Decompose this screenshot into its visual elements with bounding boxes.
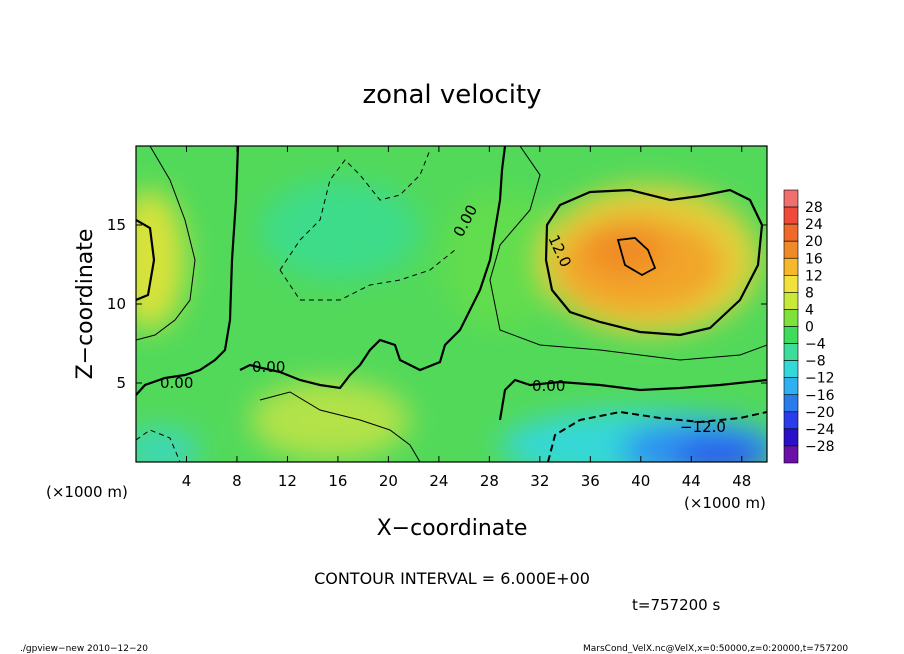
colorbar-swatch [783,343,799,361]
colorbar-swatch [783,257,799,276]
contour-label: 0.00 [532,377,565,395]
x-tick-label: 28 [480,472,499,490]
x-tick-label: 16 [328,472,347,490]
colorbar-label: 0 [805,320,814,336]
colorbar-label: 20 [805,234,823,250]
x-tick-label: 24 [429,472,448,490]
contour-line [616,237,657,277]
x-tick-label: 8 [232,472,242,490]
x-tick-label: 44 [682,472,701,490]
contour-line [544,188,764,337]
x-tick-label: 12 [278,472,297,490]
chart-title: zonal velocity [362,80,541,110]
contour-line [136,146,196,341]
contour-label: 0.00 [252,358,285,376]
x-tick-label: 40 [631,472,650,490]
colorbar-swatch [783,377,799,396]
colorbar-swatch [783,445,799,464]
contour-line [547,410,767,462]
x-axis-label: X−coordinate [377,516,528,541]
x-tick-label: 36 [581,472,600,490]
y-axis-label: Z−coordinate [73,229,98,380]
contour-line [136,429,181,462]
colorbar-swatch [783,394,799,413]
colorbar-label: −16 [805,388,835,404]
contour-line [279,249,456,301]
colorbar-label: −8 [805,354,826,370]
colorbar-label: −4 [805,337,826,353]
field-region [260,180,420,280]
colorbar-label: 4 [805,302,814,318]
x-unit-left: (×1000 m) [46,483,128,501]
x-tick-label: 4 [182,472,192,490]
x-axis: 4 8 12 16 20 24 28 32 36 40 44 48 [182,146,751,490]
colorbar-label: −28 [805,439,835,455]
colorbar-label: 12 [805,268,823,284]
colorbar-swatch [783,360,799,378]
x-tick-label: 20 [379,472,398,490]
y-tick-label: 10 [107,295,126,313]
y-tick-label: 5 [116,374,126,392]
time-text: t=757200 s [632,596,720,614]
field-region [136,428,200,462]
colorbar-swatch [783,411,799,430]
colorbar-swatch [783,189,799,208]
contour-label: 0.00 [160,374,193,392]
colorbar-label: −20 [805,405,835,421]
field-region [675,437,765,462]
plot-area [136,146,767,462]
colorbar-label: −24 [805,422,835,438]
contour-interval-text: CONTOUR INTERVAL = 6.000E+00 [314,569,590,588]
footer-left: ./gpview−new 2010−12−20 [20,644,148,654]
colorbar-swatch [783,309,799,327]
x-tick-label: 32 [530,472,549,490]
contour-line [136,146,240,396]
contour-line [136,219,156,302]
colorbar-swatch [783,223,799,242]
contour-line [259,391,421,462]
colorbar-label: −12 [805,371,835,387]
colorbar-swatch [783,326,799,344]
colorbar-label: 28 [805,200,823,216]
field-region [585,225,665,275]
colorbar-swatch [783,206,799,225]
contour-line [279,149,431,271]
colorbar-swatch [783,275,799,293]
y-tick-label: 15 [107,216,126,234]
colorbar-swatch [783,428,799,447]
contour-label: −12.0 [680,418,726,436]
x-tick-label: 48 [732,472,751,490]
contour-line [489,146,767,361]
colorbar-label: 24 [805,217,823,233]
colorbar-label: 8 [805,285,814,301]
contour-line [498,378,767,421]
colorbar-label: 16 [805,251,823,267]
x-unit-right: (×1000 m) [684,494,766,512]
y-axis: 5 10 15 [107,216,767,392]
field-region [440,190,560,330]
colorbar-swatch [783,240,799,259]
contour-line [239,146,507,390]
colorbar-swatch [783,292,799,310]
footer-right: MarsCond_VelX.nc@VelX,x=0:50000,z=0:2000… [583,644,848,654]
field-region [250,380,410,460]
